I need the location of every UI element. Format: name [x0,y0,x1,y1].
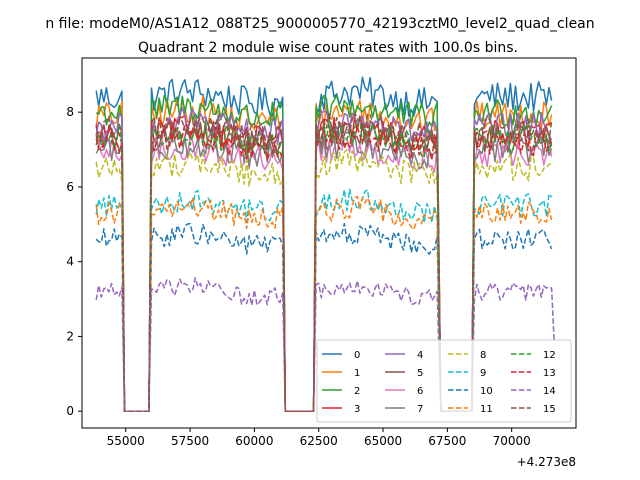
x-tick-label: 70000 [493,434,531,448]
legend-label-13: 13 [543,368,556,379]
x-axis-offset-label: +4.273e8 [517,455,576,469]
legend-label-9: 9 [480,368,486,379]
legend-label-5: 5 [417,368,423,379]
y-tick-label: 2 [66,329,74,343]
legend-label-7: 7 [417,404,423,415]
x-tick-label: 55000 [107,434,145,448]
x-axis-ticks: 55000 57500 60000 62500 65000 67500 70000 [107,428,531,448]
y-tick-label: 6 [66,180,74,194]
legend-label-11: 11 [480,404,493,415]
y-tick-label: 0 [66,404,74,418]
x-tick-label: 57500 [171,434,209,448]
legend-frame [316,339,572,423]
series-line-2 [95,94,553,412]
x-tick-label: 67500 [428,434,466,448]
y-tick-label: 8 [66,105,74,119]
legend-label-3: 3 [354,404,360,415]
legend-label-12: 12 [543,350,556,361]
y-tick-label: 4 [66,255,74,269]
series-line-8 [95,149,552,412]
series-line-0 [95,76,553,412]
figure-suptitle: n file: modeM0/AS1A12_088T25_9000005770_… [45,16,594,32]
legend-label-1: 1 [354,368,360,379]
series-line-10 [95,222,553,412]
legend-label-10: 10 [480,386,493,397]
legend-label-14: 14 [543,386,556,397]
chart-title: Quadrant 2 module wise count rates with … [138,40,518,56]
x-tick-label: 62500 [300,434,338,448]
series-line-15 [95,112,553,412]
legend-label-4: 4 [417,350,423,361]
legend-label-15: 15 [543,404,556,415]
legend-label-0: 0 [354,350,360,361]
series-line-14 [95,277,555,412]
x-tick-label: 65000 [364,434,402,448]
x-tick-label: 60000 [235,434,273,448]
plot-frame [81,57,577,429]
series-line-11 [95,195,553,412]
legend-label-2: 2 [354,386,360,397]
series-line-9 [95,188,553,412]
legend-label-6: 6 [417,386,423,397]
series-layer [95,76,555,412]
legend-label-8: 8 [480,350,486,361]
y-axis-ticks: 0 2 4 6 8 [66,105,82,418]
